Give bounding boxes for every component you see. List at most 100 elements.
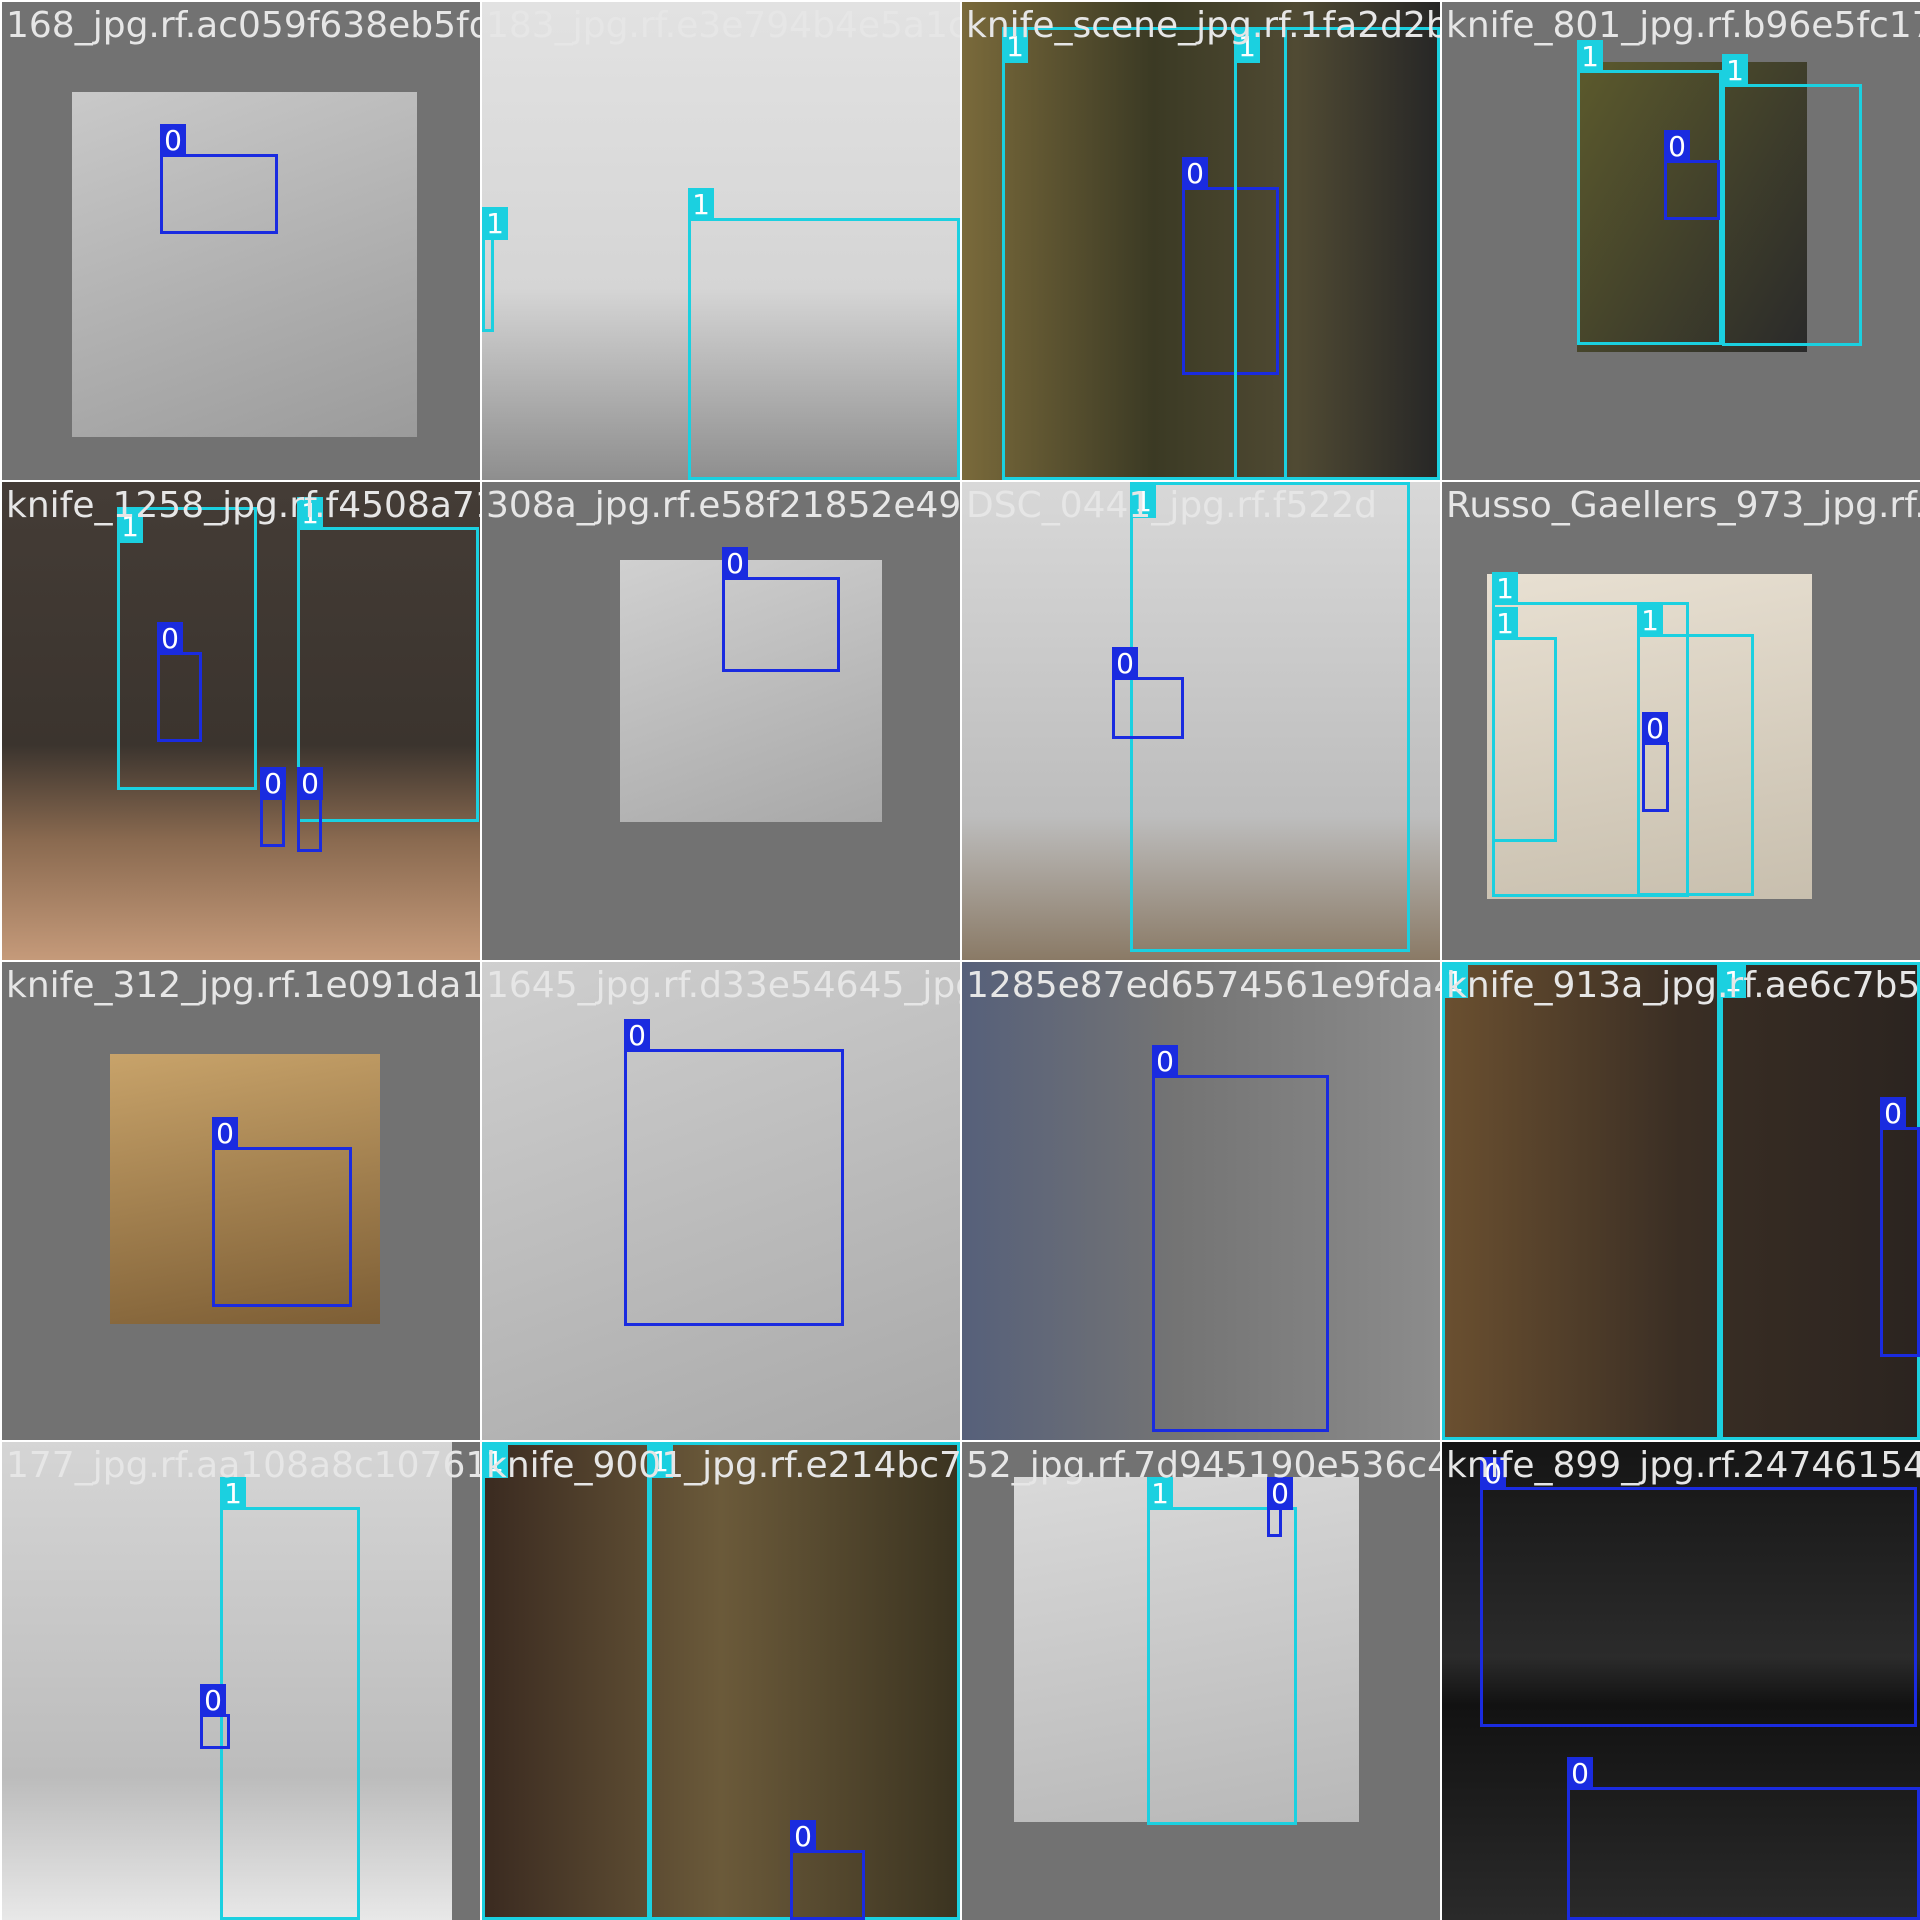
photo-region (1014, 1477, 1359, 1822)
bounding-box: 0 (1480, 1457, 1917, 1727)
bounding-box: 1 (1492, 572, 1689, 897)
class-label: 1 (482, 207, 508, 240)
bounding-box: 1 (297, 497, 479, 822)
class-label: 0 (1567, 1757, 1593, 1790)
class-label: 0 (260, 767, 286, 800)
class-label: 0 (1642, 712, 1668, 745)
bounding-box: 0 (1112, 647, 1184, 739)
bounding-box: 0 (200, 1684, 230, 1749)
class-label: 1 (688, 188, 714, 221)
bounding-box: 0 (1642, 712, 1669, 812)
tile-filename: Russo_Gaellers_973_jpg.rf.6395a (1446, 485, 1920, 526)
tile-filename: 308a_jpg.rf.e58f21852e49c05 (486, 485, 960, 526)
bounding-box: 0 (297, 767, 323, 852)
photo-region (482, 962, 960, 1440)
bounding-box: 1 (1234, 27, 1440, 480)
bounding-box: 0 (1880, 1097, 1920, 1357)
bounding-box: 1 (1130, 482, 1410, 952)
bounding-box: 0 (624, 1019, 844, 1326)
photo-region (962, 482, 1440, 960)
bounding-box: 1 (1147, 1477, 1297, 1825)
bounding-box: 1 (1637, 604, 1754, 896)
class-label: 0 (1267, 1477, 1293, 1510)
photo-region (1442, 962, 1920, 1440)
image-tile: 177_jpg.rf.aa108a8c107614 1 0 (2, 1442, 480, 1920)
image-tile: 1645_jpg.rf.d33e54645_jpg 0 (482, 962, 960, 1440)
image-tile: knife_9001_jpg.rf.e214bc79d 1 1 0 (482, 1442, 960, 1920)
class-label: 0 (790, 1820, 816, 1853)
bounding-box: 1 (1577, 40, 1722, 345)
class-label: 1 (1130, 485, 1156, 518)
bounding-box: 0 (1567, 1757, 1920, 1920)
bounding-box: 1 (482, 1442, 652, 1920)
bounding-box: 1 (688, 188, 960, 480)
image-tile: DSC_0441_jpg.rf.f522d 1 0 (962, 482, 1440, 960)
bounding-box: 0 (160, 124, 278, 234)
bounding-box: 0 (1152, 1045, 1329, 1432)
class-label: 1 (220, 1477, 246, 1510)
image-tile: knife_scene_jpg.rf.1fa2d2b0a9776101 (962, 2, 1440, 480)
bounding-box: 0 (790, 1820, 865, 1920)
class-label: 1 (647, 1445, 673, 1478)
class-label: 1 (1722, 54, 1748, 87)
photo-region (962, 962, 1440, 1440)
photo-region (962, 2, 1440, 480)
class-label: 0 (1182, 157, 1208, 190)
tile-filename: knife_801_jpg.rf.b96e5fc17b (1446, 5, 1920, 46)
photo-region (2, 1442, 452, 1920)
image-tile: 183_jpg.rf.e3e794b4e5a1c9b7a71f0a977611 (482, 2, 960, 480)
class-label: 0 (624, 1019, 650, 1052)
bounding-box: 1 (117, 507, 257, 790)
image-tile: 308a_jpg.rf.e58f21852e49c05 0 (482, 482, 960, 960)
bounding-box: 1 (1722, 54, 1862, 346)
class-label: 1 (1442, 965, 1468, 998)
photo-region (110, 1054, 380, 1324)
image-tile: 52_jpg.rf.7d945190e536c4 1 0 (962, 1442, 1440, 1920)
image-tile: knife_801_jpg.rf.b96e5fc17b 1 0 1 (1442, 2, 1920, 480)
bounding-box: 0 (1267, 1477, 1293, 1537)
class-label: 1 (1637, 604, 1663, 637)
class-label: 1 (1577, 40, 1603, 73)
class-label: 0 (1480, 1457, 1506, 1490)
class-label: 1 (1492, 607, 1518, 640)
class-label: 1 (117, 510, 143, 543)
class-label: 0 (1112, 647, 1138, 680)
class-label: 1 (1002, 30, 1028, 63)
class-label: 0 (1880, 1097, 1906, 1130)
class-label: 0 (157, 622, 183, 655)
class-label: 0 (297, 767, 323, 800)
class-label: 0 (200, 1684, 226, 1717)
image-tile: knife_899_jpg.rf.2474615408582c5100 (1442, 1442, 1920, 1920)
image-tile: knife_1258_jpg.rf.f4508a71a310100 (2, 482, 480, 960)
class-label: 0 (1152, 1045, 1178, 1078)
photo-region (482, 1442, 960, 1920)
bounding-box: 0 (212, 1117, 352, 1307)
bounding-box: 1 (1002, 27, 1287, 480)
bounding-box: 0 (260, 767, 286, 847)
class-label: 0 (1664, 130, 1690, 163)
class-label: 1 (1720, 965, 1746, 998)
bounding-box: 0 (1664, 130, 1720, 220)
class-label: 0 (722, 547, 748, 580)
image-tile: Russo_Gaellers_973_jpg.rf.6395a1110 (1442, 482, 1920, 960)
image-tile: 1285e87ed6574561e9fda44e0 (962, 962, 1440, 1440)
class-label: 1 (1147, 1477, 1173, 1510)
bounding-box: 1 (1442, 962, 1720, 1440)
class-label: 0 (160, 124, 186, 157)
tile-filename: 168_jpg.rf.ac059f638eb5fd9d6736658348f08… (6, 5, 480, 46)
bounding-box: 0 (1182, 157, 1279, 375)
bounding-box: 1 (220, 1477, 360, 1920)
photo-region (2, 482, 480, 960)
image-tile: 168_jpg.rf.ac059f638eb5fd9d6736658348f08… (2, 2, 480, 480)
tile-filename: knife_312_jpg.rf.1e091da16d6493387f0a8 (6, 965, 480, 1006)
class-label: 1 (1234, 30, 1260, 63)
bounding-box: 0 (157, 622, 202, 742)
photo-region (72, 92, 417, 437)
class-label: 1 (1492, 572, 1518, 605)
photo-region (482, 2, 960, 480)
class-label: 0 (212, 1117, 238, 1150)
photo-region (1442, 1442, 1920, 1920)
bounding-box: 1 (482, 207, 508, 332)
class-label: 1 (297, 497, 323, 530)
